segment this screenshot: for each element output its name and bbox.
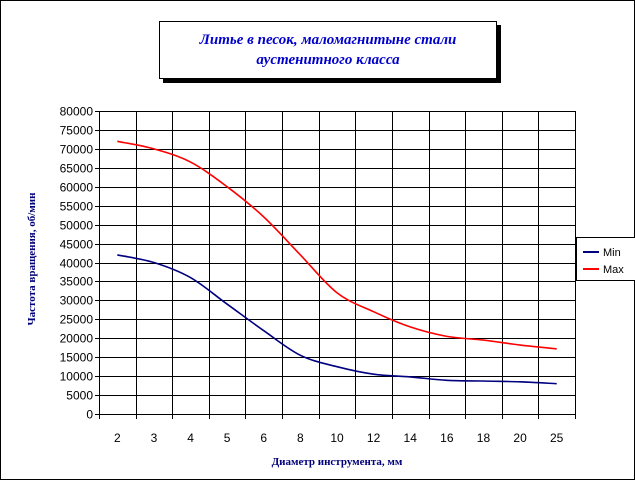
legend-svg: Min Max — [583, 247, 624, 276]
chart-title: Литье в песок, маломагнитыне стали аусте… — [160, 30, 496, 70]
y-tick-label: 65000 — [60, 162, 94, 176]
y-tick-label: 60000 — [60, 181, 94, 195]
y-tick-label: 5000 — [66, 389, 93, 403]
y-tick-label: 50000 — [60, 219, 94, 233]
x-tick-label: 10 — [330, 431, 344, 445]
y-tick-label: 40000 — [60, 257, 94, 271]
x-tick-label: 3 — [151, 431, 158, 445]
x-tick-label: 5 — [224, 431, 231, 445]
x-tick-label: 8 — [297, 431, 304, 445]
y-tick-label: 70000 — [60, 143, 94, 157]
x-tick-label: 16 — [440, 431, 454, 445]
axes — [95, 111, 576, 419]
x-tick-label: 25 — [550, 431, 564, 445]
x-tick-label: 20 — [513, 431, 527, 445]
x-tick-label: 12 — [367, 431, 381, 445]
y-tick-label: 0 — [86, 408, 93, 422]
y-tick-label: 35000 — [60, 275, 94, 289]
grid — [99, 111, 576, 414]
y-tick-label: 80000 — [60, 105, 94, 119]
y-tick-labels: 0 5000 10000 15000 20000 25000 30000 35000 40000… — [60, 105, 94, 422]
y-tick-label: 75000 — [60, 124, 94, 138]
series-lines — [117, 140, 557, 385]
x-tick-label: 4 — [187, 431, 194, 445]
x-axis-title: Диаметр инструмента, мм — [272, 456, 403, 468]
legend-label-min: Min — [603, 247, 621, 259]
y-tick-label: 30000 — [60, 294, 94, 308]
series-line-max — [117, 140, 557, 350]
y-tick-label: 45000 — [60, 238, 94, 252]
y-tick-label: 55000 — [60, 200, 94, 214]
chart-title-line-1: Литье в песок, маломагнитыне стали — [199, 32, 457, 48]
x-tick-label: 6 — [260, 431, 267, 445]
y-tick-label: 10000 — [60, 370, 94, 384]
y-tick-label: 15000 — [60, 351, 94, 365]
x-tick-label: 2 — [114, 431, 121, 445]
y-tick-label: 25000 — [60, 313, 94, 327]
legend: Min Max — [576, 237, 635, 281]
legend-label-max: Max — [603, 264, 624, 276]
x-tick-label: 18 — [477, 431, 491, 445]
y-axis-title: Частота вращения, об/мин — [26, 192, 38, 326]
series-line-min — [117, 254, 557, 385]
chart-title-line-2: аустенитного класса — [256, 52, 400, 68]
x-tick-label: 14 — [404, 431, 418, 445]
x-tick-labels: 2 3 4 5 6 8 10 12 14 16 18 20 25 — [114, 431, 564, 445]
chart-title-box: Литье в песок, маломагнитыне стали аусте… — [159, 21, 497, 79]
y-tick-label: 20000 — [60, 332, 94, 346]
